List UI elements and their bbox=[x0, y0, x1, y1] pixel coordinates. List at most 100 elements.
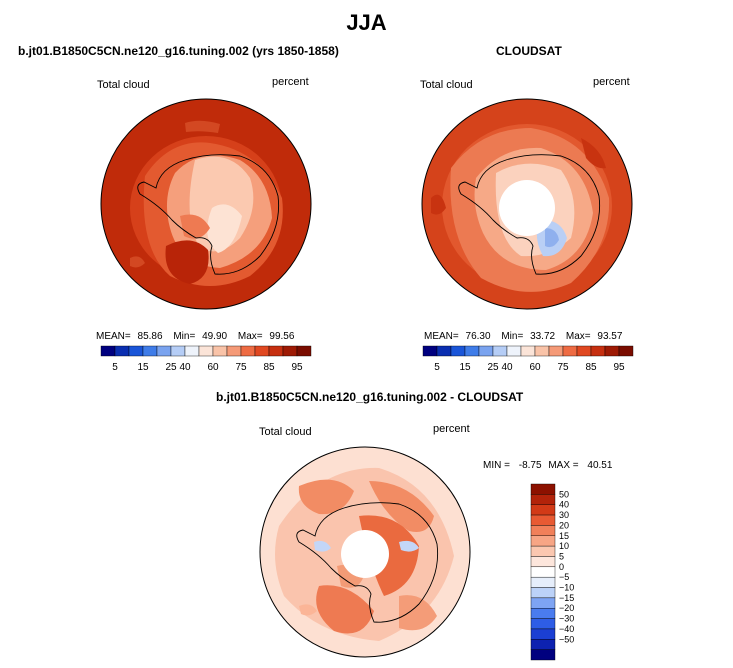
colorbar-tick-label: 15 bbox=[559, 531, 569, 541]
panel1-min-value: 49.90 bbox=[202, 331, 228, 342]
panel2-max-value: 93.57 bbox=[597, 331, 623, 342]
colorbar-swatch bbox=[530, 649, 556, 661]
panel3-max-value: 40.51 bbox=[587, 460, 613, 471]
colorbar-swatch bbox=[548, 345, 564, 357]
colorbar-swatch bbox=[282, 345, 298, 357]
colorbar-tick-label: 25 bbox=[487, 362, 499, 373]
colorbar-tick-label: −50 bbox=[559, 634, 574, 644]
colorbar-swatch bbox=[212, 345, 228, 357]
colorbar-tick-label: −30 bbox=[559, 614, 574, 624]
colorbar-tick-label: 40 bbox=[501, 362, 513, 373]
colorbar-swatch bbox=[530, 587, 556, 599]
colorbar-tick-label: 75 bbox=[557, 362, 569, 373]
colorbar-swatch bbox=[142, 345, 158, 357]
colorbar-swatch bbox=[450, 345, 466, 357]
colorbar-swatch bbox=[530, 514, 556, 526]
colorbar-swatch bbox=[530, 545, 556, 557]
panel2-max-label: Max= bbox=[565, 331, 591, 342]
colorbar-swatch bbox=[530, 576, 556, 588]
panel3-stats: MIN = -8.75 MAX = 40.51 bbox=[483, 460, 612, 471]
colorbar-tick-label: 5 bbox=[434, 362, 440, 373]
colorbar-tick-label: 5 bbox=[112, 362, 118, 373]
colorbar-tick-label: 75 bbox=[235, 362, 247, 373]
colorbar-swatch bbox=[576, 345, 592, 357]
colorbar-tick-label: 15 bbox=[459, 362, 471, 373]
colorbar-swatch bbox=[530, 618, 556, 630]
colorbar-swatch bbox=[604, 345, 620, 357]
colorbar-tick-label: −15 bbox=[559, 593, 574, 603]
colorbar-swatch bbox=[436, 345, 452, 357]
colorbar-swatch bbox=[114, 345, 130, 357]
panel3-max-label: MAX = bbox=[548, 460, 579, 471]
panel3-units-label: percent bbox=[433, 423, 470, 435]
colorbar-swatch bbox=[464, 345, 480, 357]
colorbar-swatch bbox=[128, 345, 144, 357]
panel2-title: CLOUDSAT bbox=[496, 44, 562, 58]
panel2-min-label: Min= bbox=[501, 331, 524, 342]
colorbar-tick-label: 5 bbox=[559, 551, 564, 561]
panel1-mean-value: 85.86 bbox=[137, 331, 163, 342]
panel2-variable-label: Total cloud bbox=[420, 79, 473, 91]
colorbar-tick-label: 40 bbox=[179, 362, 191, 373]
colorbar-swatch bbox=[506, 345, 522, 357]
panel2-mean-value: 76.30 bbox=[465, 331, 491, 342]
colorbar-tick-label: −40 bbox=[559, 624, 574, 634]
colorbar-tick-label: 15 bbox=[137, 362, 149, 373]
colorbar-swatch bbox=[530, 535, 556, 547]
panel1-polar-map bbox=[100, 98, 312, 310]
colorbar-tick-label: 85 bbox=[263, 362, 275, 373]
colorbar-tick-label: 10 bbox=[559, 541, 569, 551]
colorbar-tick-label: 0 bbox=[559, 562, 564, 572]
colorbar-swatch bbox=[618, 345, 634, 357]
panel3-variable-label: Total cloud bbox=[259, 426, 312, 438]
colorbar-swatch bbox=[296, 345, 312, 357]
colorbar-swatch bbox=[422, 345, 438, 357]
colorbar-swatch bbox=[268, 345, 284, 357]
colorbar-tick-label: 30 bbox=[559, 510, 569, 520]
colorbar-swatch bbox=[226, 345, 242, 357]
panel3-min-label: MIN = bbox=[483, 460, 510, 471]
panel2-mean-label: MEAN= bbox=[424, 331, 459, 342]
colorbar-swatch bbox=[240, 345, 256, 357]
panel1-max-label: Max= bbox=[237, 331, 263, 342]
colorbar-swatch bbox=[562, 345, 578, 357]
colorbar-swatch bbox=[530, 504, 556, 516]
panel3-min-value: -8.75 bbox=[518, 460, 542, 471]
panel1-colorbar: 5 15 25 40 60 75 85 95 bbox=[100, 345, 312, 373]
colorbar-swatch bbox=[530, 639, 556, 650]
colorbar-tick-label: 95 bbox=[613, 362, 625, 373]
colorbar-tick-label: 60 bbox=[529, 362, 541, 373]
colorbar-tick-label: 50 bbox=[559, 489, 569, 499]
colorbar-swatch bbox=[530, 608, 556, 619]
colorbar-tick-label: −20 bbox=[559, 603, 574, 613]
colorbar-tick-label: 85 bbox=[585, 362, 597, 373]
colorbar-swatch bbox=[100, 345, 116, 357]
panel1-stats: MEAN= 85.86 Min= 49.90 Max= 99.56 bbox=[96, 331, 294, 342]
panel2-units-label: percent bbox=[593, 76, 630, 88]
panel3-title: b.jt01.B1850C5CN.ne120_g16.tuning.002 - … bbox=[216, 390, 524, 404]
colorbar-tick-label: 25 bbox=[165, 362, 177, 373]
panel1-min-label: Min= bbox=[173, 331, 196, 342]
colorbar-tick-label: −10 bbox=[559, 583, 574, 593]
colorbar-tick-label: 60 bbox=[207, 362, 219, 373]
panel2-stats: MEAN= 76.30 Min= 33.72 Max= 93.57 bbox=[424, 331, 622, 342]
colorbar-swatch bbox=[530, 525, 556, 536]
colorbar-swatch bbox=[590, 345, 606, 357]
colorbar-swatch bbox=[530, 494, 556, 505]
colorbar-swatch bbox=[520, 345, 536, 357]
colorbar-tick-label: 40 bbox=[559, 500, 569, 510]
colorbar-swatch bbox=[530, 597, 556, 609]
colorbar-tick-label: −5 bbox=[559, 572, 569, 582]
colorbar-swatch bbox=[530, 566, 556, 578]
colorbar-swatch bbox=[184, 345, 200, 357]
panel3-polar-map bbox=[259, 446, 471, 658]
panel1-max-value: 99.56 bbox=[269, 331, 295, 342]
colorbar-swatch bbox=[530, 556, 556, 568]
panel2-min-value: 33.72 bbox=[530, 331, 556, 342]
panel2-colorbar: 5 15 25 40 60 75 85 95 bbox=[422, 345, 634, 373]
colorbar-swatch bbox=[170, 345, 186, 357]
panel2-polar-map bbox=[421, 98, 633, 310]
panel1-units-label: percent bbox=[272, 76, 309, 88]
panel1-mean-label: MEAN= bbox=[96, 331, 131, 342]
